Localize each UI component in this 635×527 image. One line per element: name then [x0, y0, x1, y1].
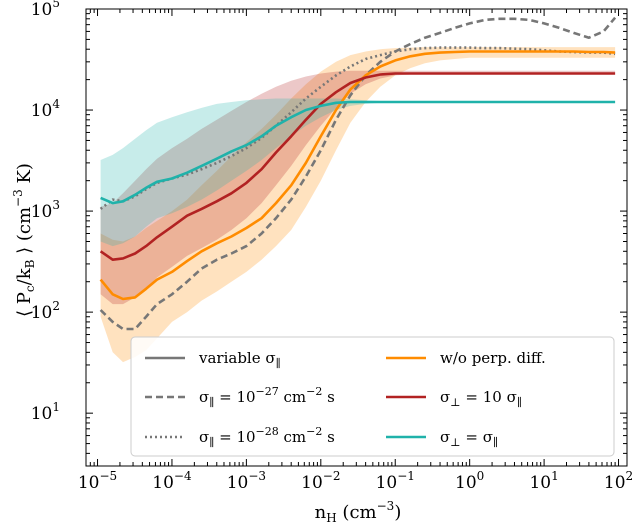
- legend-label: w/o perp. diff.: [440, 349, 546, 367]
- y-axis-label: ⟨ Pc/kB ⟩ (cm−3 K): [11, 163, 37, 317]
- x-tick-label: 10−4: [152, 469, 192, 493]
- x-tick-label: 10−1: [376, 469, 415, 493]
- band-1: [100, 70, 616, 305]
- confidence-bands: [100, 47, 616, 363]
- band-0: [100, 47, 616, 363]
- legend-box: [130, 336, 615, 457]
- legend-label: σ⊥​ = σ∥​: [440, 428, 498, 449]
- series-lines: [99, 16, 617, 331]
- legend-label: variable σ∥​: [198, 349, 281, 370]
- y-tick-label: 105: [31, 0, 60, 20]
- x-tick-label: 100: [455, 469, 484, 493]
- y-tick-label: 102: [31, 299, 60, 323]
- legend-label: σ∥​ = 10−27​ cm−2​ s: [199, 385, 335, 409]
- x-tick-label: 10−3: [227, 469, 266, 493]
- series-line-3: [99, 16, 617, 331]
- x-tick-label: 101: [529, 469, 558, 493]
- y-tick-label: 104: [31, 97, 61, 121]
- series-line-1: [99, 72, 616, 261]
- y-tick-label: 103: [31, 198, 60, 222]
- legend-label: σ∥​ = 10−28​ cm−2​ s: [199, 425, 335, 449]
- band-2: [100, 98, 616, 247]
- x-axis-label: nH (cm−3): [315, 499, 402, 525]
- x-tick-label: 10−5: [78, 469, 117, 493]
- legend-label: σ⊥​ = 10 σ∥​: [440, 388, 522, 409]
- x-tick-label: 102: [604, 469, 633, 493]
- x-tick-label: 10−2: [301, 469, 340, 493]
- series-line-2: [100, 100, 616, 205]
- legend: variable σ∥​ σ∥​ = 10−27​ cm−2​ s σ∥​ = 10…: [130, 336, 615, 457]
- y-tick-label: 101: [31, 400, 60, 424]
- axes: 10−5 10−4 10−3 10−2 10−1 100 101 102 101 102 103 10…: [31, 0, 633, 493]
- series-line-0: [99, 50, 616, 301]
